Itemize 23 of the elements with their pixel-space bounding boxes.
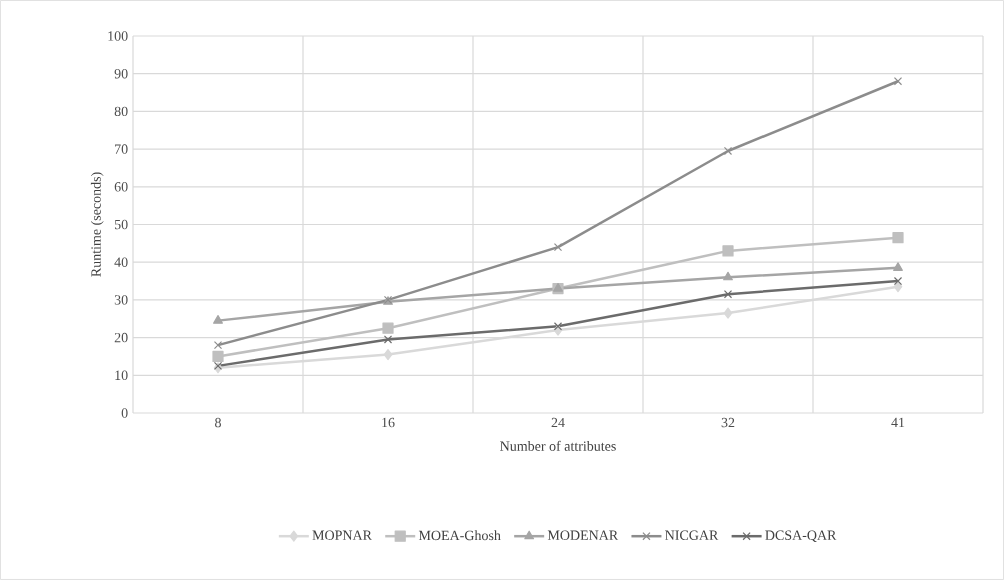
y-tick-label: 40 [114, 257, 128, 267]
x-tick-label: 8 [215, 417, 221, 428]
y-tick-label: 90 [114, 68, 128, 79]
y-tick-label: 80 [114, 106, 128, 117]
legend-label: MOEA-Ghosh [418, 530, 501, 541]
y-axis-title: Runtime (seconds) [90, 172, 104, 277]
x-tick-label: 16 [382, 417, 395, 428]
legend-label: DCSA-QAR [765, 530, 837, 543]
y-tick-label: 0 [121, 408, 128, 418]
x-axis-title: Number of attributes [500, 440, 616, 451]
y-tick-label: 20 [114, 332, 128, 343]
y-tick-label: 50 [114, 219, 128, 230]
y-tick-label: 100 [108, 31, 128, 41]
x-tick-label: 32 [721, 417, 735, 428]
y-tick-label: 70 [115, 144, 128, 154]
legend-label: MODENAR [547, 530, 619, 540]
legend-label: MOPNAR [312, 530, 372, 540]
x-tick-label: 24 [551, 417, 565, 428]
x-tick-label: 41 [891, 417, 905, 428]
y-tick-label: 10 [115, 370, 128, 381]
y-tick-label: 30 [114, 295, 128, 305]
y-tick-label: 60 [114, 182, 128, 192]
legend-label: NICGAR [665, 530, 719, 540]
